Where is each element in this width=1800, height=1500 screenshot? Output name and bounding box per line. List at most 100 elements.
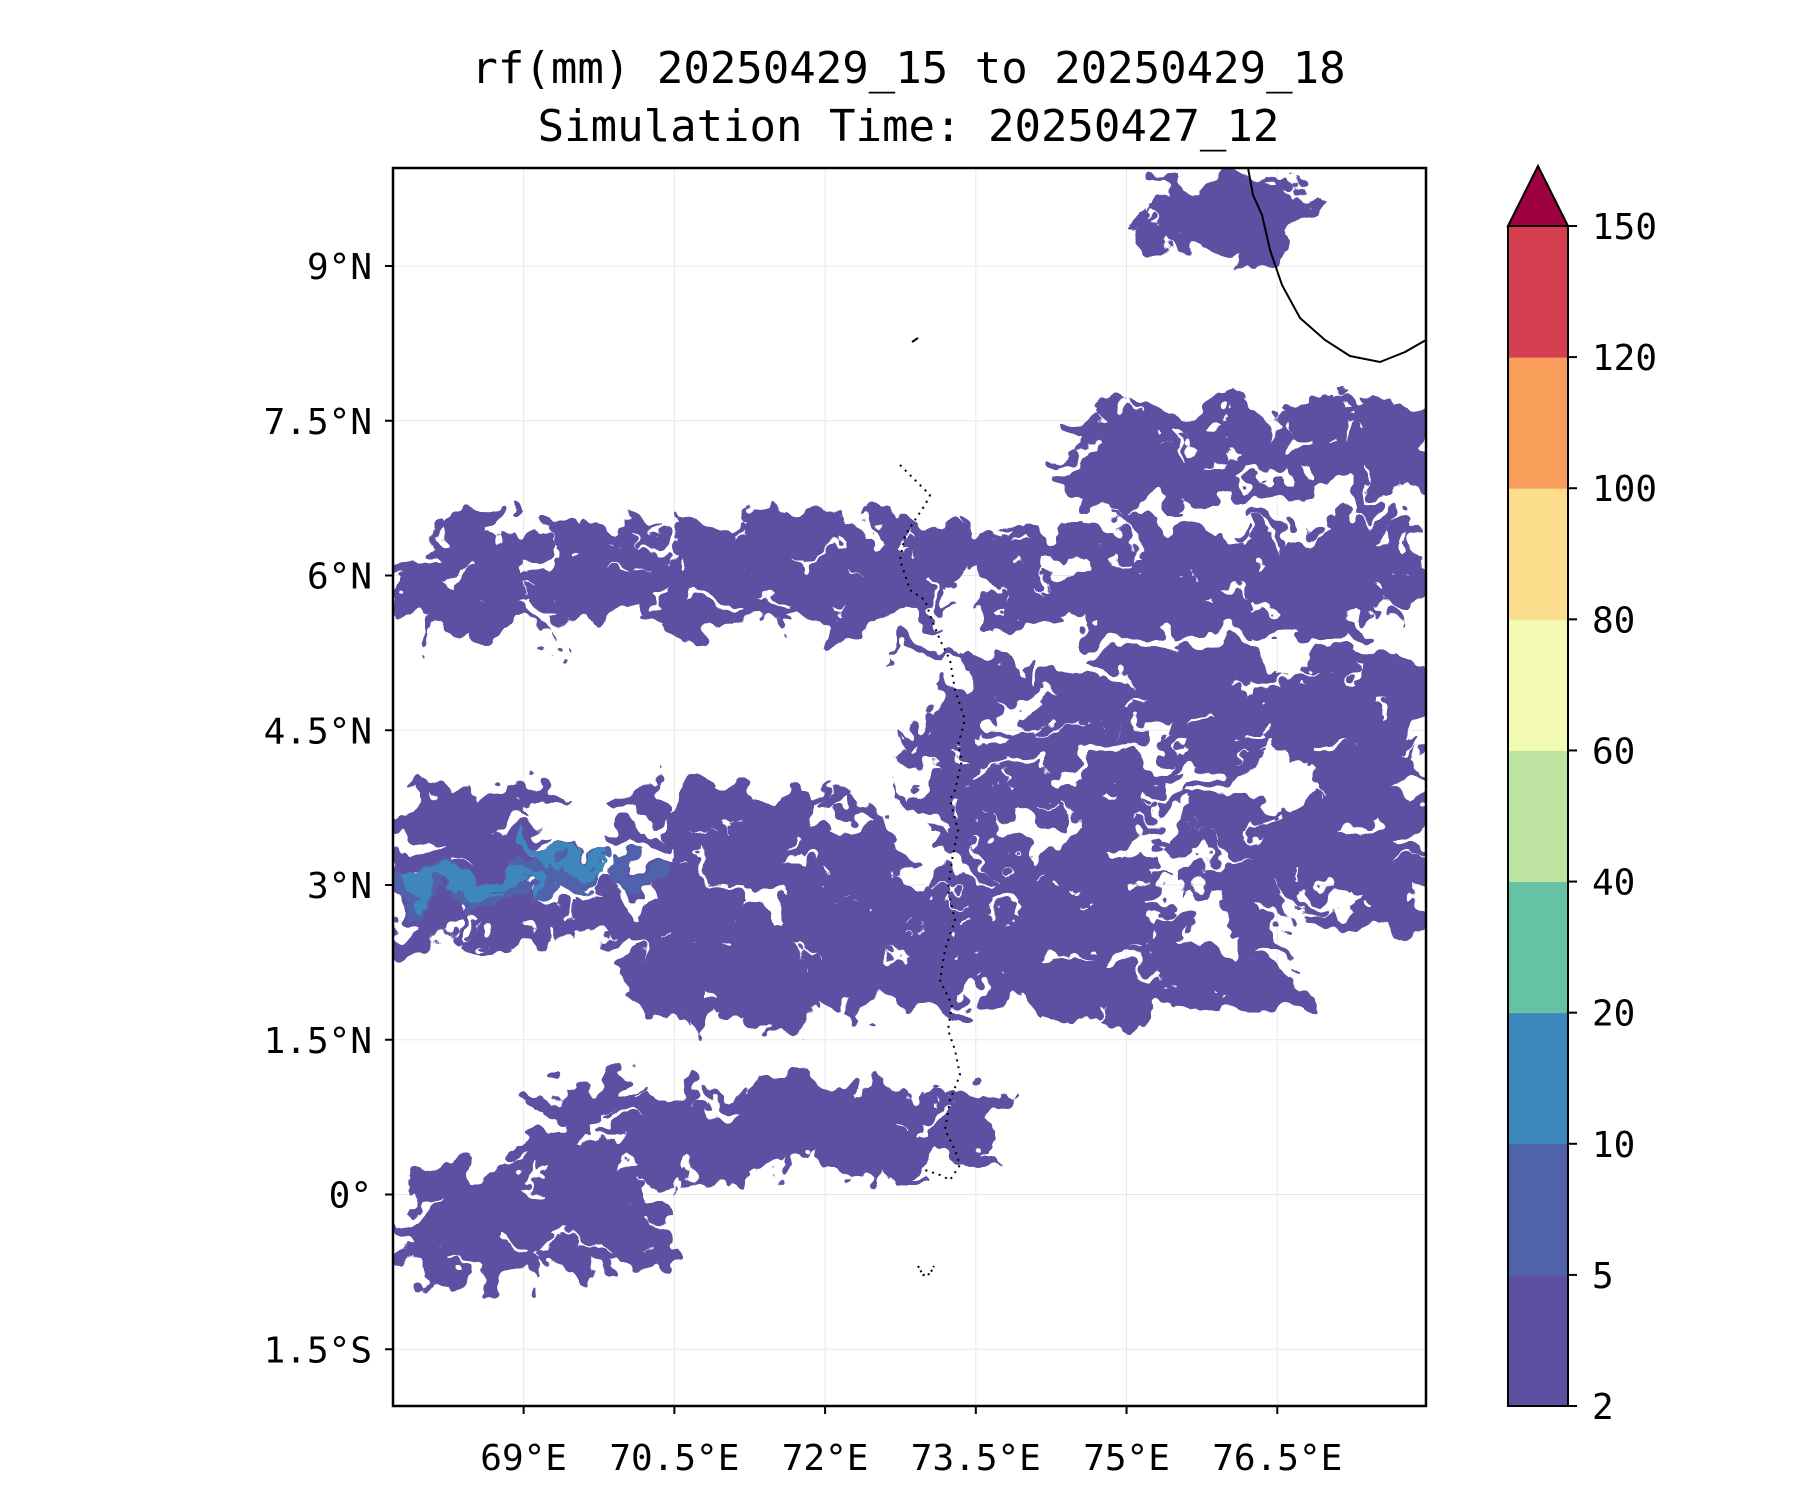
lon-tick-label-2: 72°E bbox=[782, 1438, 869, 1479]
rain-cell bbox=[614, 546, 673, 568]
rain-cell bbox=[1138, 946, 1172, 969]
rain-cell bbox=[1368, 395, 1426, 440]
rain-cell bbox=[914, 928, 963, 957]
rain-cell bbox=[591, 517, 666, 546]
rain-cell bbox=[944, 729, 1034, 760]
rain-cell bbox=[719, 788, 753, 819]
rain-cell bbox=[1382, 658, 1426, 701]
rain-cell bbox=[465, 592, 526, 642]
rain-cell bbox=[1266, 462, 1311, 498]
rain-cell bbox=[792, 940, 858, 964]
rain-cell bbox=[1085, 705, 1124, 728]
rain-cell bbox=[1371, 534, 1405, 566]
rain-cell bbox=[780, 1138, 812, 1169]
rain-cell bbox=[1288, 842, 1350, 881]
rain-cell bbox=[1315, 683, 1343, 700]
rain-cell bbox=[768, 512, 816, 549]
rain-cell bbox=[1179, 860, 1228, 900]
rainfall-contours bbox=[393, 174, 1426, 1293]
colorbar-segment-3 bbox=[1508, 881, 1568, 1014]
rain-cell bbox=[1134, 230, 1174, 256]
rain-cell bbox=[1357, 689, 1426, 745]
india-coastline bbox=[1247, 168, 1426, 364]
rain-cell bbox=[1266, 801, 1335, 837]
rain-cell bbox=[467, 1196, 526, 1239]
colorbar-segment-4 bbox=[1508, 750, 1568, 883]
rain-cell bbox=[1186, 563, 1253, 581]
rain-cell bbox=[1028, 831, 1106, 876]
rain-cell bbox=[589, 871, 635, 904]
rain-cell bbox=[642, 1117, 708, 1142]
lat-tick-label-0: 9°N bbox=[307, 247, 372, 288]
rain-cell bbox=[1297, 802, 1374, 844]
rain-cell bbox=[1147, 793, 1199, 811]
rain-cell bbox=[671, 911, 742, 953]
rain-cell bbox=[1010, 723, 1052, 756]
rain-cell bbox=[1057, 713, 1143, 757]
rain-cell bbox=[1092, 593, 1162, 639]
rain-cell bbox=[1315, 406, 1381, 419]
map-frame bbox=[391, 166, 1428, 1408]
rain-cell bbox=[1341, 838, 1394, 855]
rain-cell bbox=[1229, 889, 1283, 908]
colorbar-segment-2 bbox=[1508, 1012, 1568, 1145]
rain-cell bbox=[1327, 710, 1359, 743]
rain-cell bbox=[876, 596, 906, 621]
rain-cell bbox=[449, 512, 488, 547]
coastline bbox=[898, 168, 1426, 1277]
rain-cell bbox=[571, 602, 619, 625]
rain-cell bbox=[465, 522, 539, 585]
colorbar-tick-label-0: 2 bbox=[1592, 1387, 1614, 1428]
rain-cell bbox=[638, 780, 668, 808]
rain-cell bbox=[850, 808, 889, 834]
rain-cell bbox=[980, 831, 1030, 875]
rain-cell bbox=[846, 988, 872, 1009]
rain-cell bbox=[1208, 577, 1256, 615]
rain-cell bbox=[415, 878, 458, 903]
lat-tick-label-1: 7.5°N bbox=[264, 402, 372, 443]
rain-cell bbox=[572, 1078, 643, 1119]
rain-cell bbox=[555, 1144, 611, 1167]
colorbar-segment-5 bbox=[1508, 619, 1568, 751]
rain-cell bbox=[839, 526, 899, 564]
lat-tick-label-3: 4.5°N bbox=[264, 711, 372, 752]
rain-cell bbox=[1260, 902, 1292, 925]
rain-cell bbox=[566, 570, 638, 613]
rain-cell bbox=[1203, 862, 1294, 880]
rain-cell bbox=[1378, 603, 1411, 620]
rain-cell bbox=[1278, 556, 1344, 582]
rain-cell bbox=[1264, 695, 1309, 713]
rain-cell bbox=[922, 1119, 952, 1145]
rain-cell bbox=[512, 1126, 596, 1175]
rain-cell bbox=[828, 854, 917, 894]
rain-cell bbox=[1266, 703, 1348, 731]
rain-cell bbox=[460, 878, 496, 896]
rain-cell bbox=[547, 554, 600, 588]
map-title-line-2: Simulation Time: 20250427_12 bbox=[537, 101, 1280, 152]
rain-band-3 bbox=[603, 904, 1304, 1035]
rain-cell bbox=[439, 582, 480, 615]
rain-cell bbox=[873, 916, 900, 939]
rain-cell bbox=[838, 884, 903, 907]
rain-cell bbox=[956, 914, 986, 945]
rain-cell bbox=[1252, 873, 1321, 906]
rain-cell bbox=[1086, 904, 1163, 950]
rain-cell bbox=[1038, 912, 1101, 962]
rain-cell bbox=[931, 873, 985, 899]
rain-cell bbox=[1220, 998, 1283, 1011]
rain-cell bbox=[766, 865, 806, 885]
rain-cell bbox=[936, 748, 1003, 800]
rain-cell bbox=[993, 764, 1046, 786]
rain-cell bbox=[883, 1140, 920, 1170]
rain-cell bbox=[563, 1167, 639, 1224]
rain-cell bbox=[640, 968, 679, 997]
rain-cell bbox=[436, 545, 495, 570]
rain-cell bbox=[453, 1168, 492, 1192]
rain-cell bbox=[1245, 229, 1288, 263]
rain-cell bbox=[520, 1087, 590, 1116]
rain-cell bbox=[1118, 848, 1163, 884]
rain-cell bbox=[896, 701, 959, 741]
rain-cell bbox=[1320, 441, 1412, 459]
rain-cell bbox=[494, 1176, 573, 1230]
lat-tick-label-7: 1.5°S bbox=[264, 1330, 372, 1371]
